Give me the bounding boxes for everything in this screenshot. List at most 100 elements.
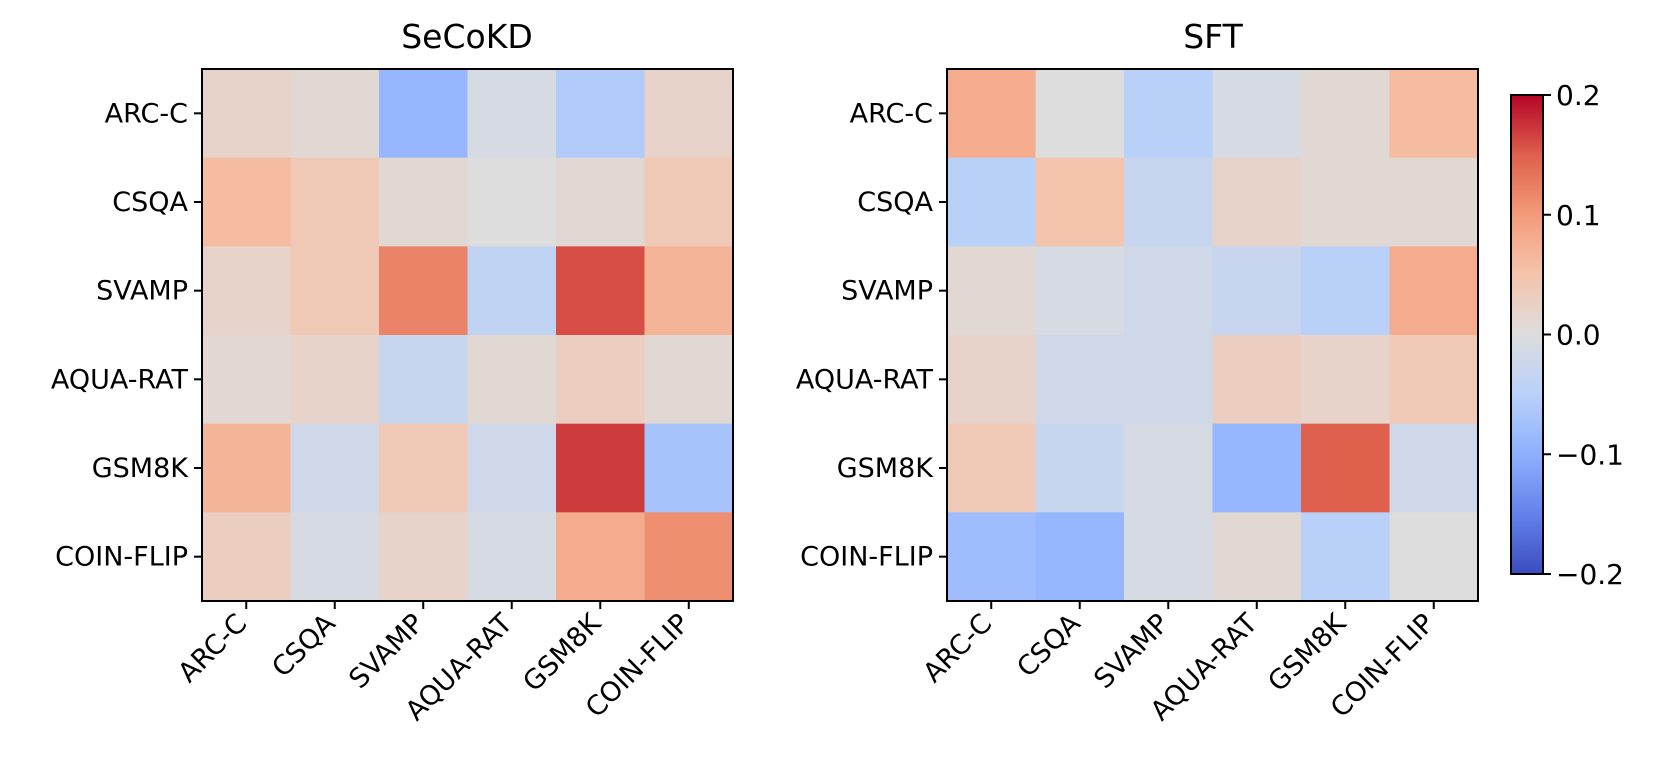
heatmap-cell: [467, 246, 557, 336]
heatmap-cell: [1389, 512, 1479, 602]
heatmap-cells: [947, 69, 1479, 602]
heatmap-cell: [1124, 512, 1214, 602]
colorbar-tick-label: −0.1: [1556, 438, 1624, 471]
heatmap-panel-secokd: SeCoKD ARC-CCSQASVAMPAQUA-RATGSM8KCOIN-F…: [51, 17, 734, 727]
heatmap-cell: [947, 69, 1037, 159]
heatmap-cell: [202, 246, 292, 336]
y-tick-label: COIN-FLIP: [55, 542, 188, 573]
colorbar-gradient: [1510, 94, 1544, 575]
heatmap-cell: [202, 423, 292, 513]
heatmap-cell: [379, 512, 469, 602]
x-tick-label: ARC-C: [172, 608, 253, 689]
heatmap-cell: [947, 157, 1037, 247]
heatmap-cell: [379, 335, 469, 425]
heatmap-cell: [467, 512, 557, 602]
heatmap-cell: [467, 69, 557, 159]
y-tick-label: CSQA: [857, 187, 933, 218]
heatmap-cell: [1124, 423, 1214, 513]
y-tick-label: AQUA-RAT: [51, 364, 189, 395]
heatmap-cell: [1212, 69, 1302, 159]
y-axis: ARC-C CSQA SVAMP AQUA-RAT GSM8K COIN-FLIP: [796, 98, 947, 573]
y-tick-label: SVAMP: [841, 276, 933, 307]
heatmap-cell: [1035, 69, 1125, 159]
y-tick-label: SVAMP: [96, 276, 188, 307]
y-tick-label: GSM8K: [837, 453, 935, 484]
heatmap-cell: [1301, 246, 1391, 336]
heatmap-cell: [556, 423, 646, 513]
heatmap-cell: [202, 512, 292, 602]
heatmap-cell: [467, 335, 557, 425]
heatmap-cell: [947, 512, 1037, 602]
colorbar-tick-label: −0.2: [1556, 558, 1624, 591]
heatmap-cell: [202, 157, 292, 247]
heatmap-cell: [644, 157, 734, 247]
heatmap-cell: [1212, 335, 1302, 425]
heatmap-cell: [947, 246, 1037, 336]
heatmap-cell: [290, 512, 380, 602]
heatmap-cell: [467, 157, 557, 247]
heatmap-cell: [556, 335, 646, 425]
heatmap-cell: [1389, 157, 1479, 247]
heatmap-cell: [947, 423, 1037, 513]
heatmap-cell: [644, 423, 734, 513]
heatmap-cell: [1389, 423, 1479, 513]
colorbar-tick-label: 0.2: [1556, 79, 1601, 112]
y-tick-label: ARC-C: [105, 98, 188, 129]
heatmap-cell: [1212, 423, 1302, 513]
heatmap-cell: [556, 512, 646, 602]
x-tick-label: GSM8K: [517, 607, 608, 698]
colorbar: 0.2 0.1 0.0 −0.1 −0.2: [1510, 79, 1624, 591]
heatmap-cell: [290, 335, 380, 425]
heatmap-cells: [202, 69, 734, 602]
heatmap-cell: [1301, 69, 1391, 159]
heatmap-cell: [1035, 423, 1125, 513]
x-tick-label: SVAMP: [1088, 608, 1175, 695]
heatmap-cell: [467, 423, 557, 513]
heatmap-cell: [947, 335, 1037, 425]
heatmap-cell: [1301, 157, 1391, 247]
heatmap-cell: [202, 69, 292, 159]
heatmap-cell: [379, 157, 469, 247]
heatmap-cell: [1389, 335, 1479, 425]
heatmap-cell: [644, 69, 734, 159]
heatmap-cell: [1212, 512, 1302, 602]
y-tick-label: COIN-FLIP: [800, 542, 933, 573]
heatmap-cell: [1124, 69, 1214, 159]
heatmap-cell: [1212, 246, 1302, 336]
heatmap-panel-sft: SFT ARC-CCSQASVAMPAQUA-RATGSM8KCOIN-FLIP…: [796, 17, 1479, 727]
heatmap-cell: [1301, 512, 1391, 602]
x-tick-label: CSQA: [1011, 608, 1087, 684]
heatmap-cell: [556, 69, 646, 159]
heatmap-cell: [1301, 335, 1391, 425]
y-axis: ARC-C CSQA SVAMP AQUA-RAT GSM8K COIN-FLIP: [51, 98, 202, 573]
panel-title: SFT: [1183, 17, 1243, 56]
heatmap-cell: [1035, 157, 1125, 247]
y-tick-label: CSQA: [112, 187, 188, 218]
heatmap-cell: [556, 157, 646, 247]
heatmap-cell: [556, 246, 646, 336]
heatmap-cell: [1212, 157, 1302, 247]
heatmap-cell: [644, 512, 734, 602]
y-tick-label: AQUA-RAT: [796, 364, 934, 395]
heatmap-cell: [379, 246, 469, 336]
x-tick-label: SVAMP: [343, 608, 430, 695]
x-tick-label: GSM8K: [1262, 607, 1353, 698]
heatmap-cell: [1035, 512, 1125, 602]
axes-frame: [946, 68, 1479, 602]
heatmap-cell: [1124, 246, 1214, 336]
heatmap-cell: [1035, 246, 1125, 336]
heatmap-cell: [290, 246, 380, 336]
heatmap-cell: [379, 69, 469, 159]
heatmap-cell: [644, 246, 734, 336]
heatmap-cell: [1035, 335, 1125, 425]
axes-frame: [201, 68, 734, 602]
heatmap-cell: [1301, 423, 1391, 513]
panel-title: SeCoKD: [401, 17, 533, 56]
x-tick-label: CSQA: [266, 608, 342, 684]
heatmap-cell: [290, 423, 380, 513]
colorbar-ticks: 0.2 0.1 0.0 −0.1 −0.2: [1543, 79, 1624, 591]
heatmap-cell: [290, 69, 380, 159]
